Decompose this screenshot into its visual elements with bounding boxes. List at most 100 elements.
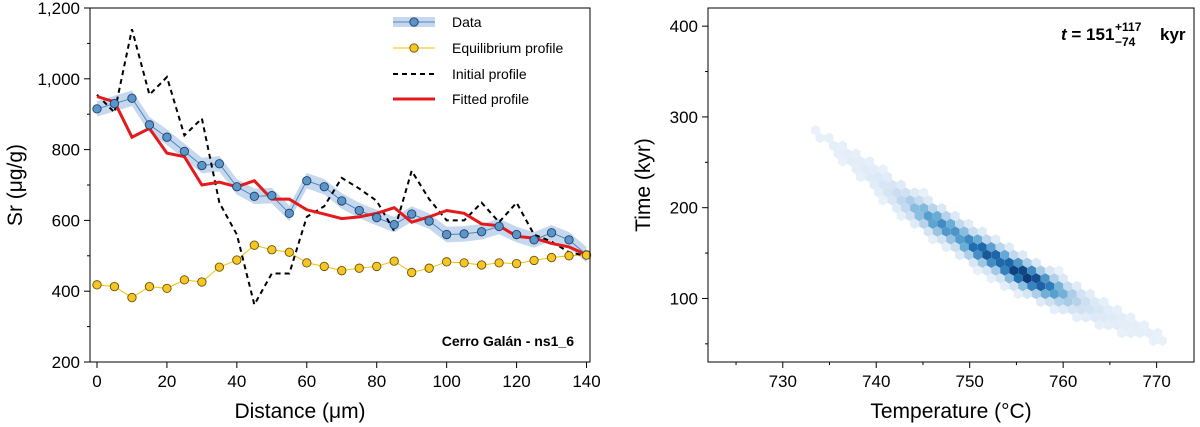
right-y-tick-label: 300 [670,108,698,127]
data-point [511,229,522,240]
hexbin-cell [977,257,987,268]
hexbin-cell [1049,288,1059,300]
svg-text:t = 151: t = 151 [1061,25,1114,44]
hexbin-cell [883,171,893,183]
hexbin-cell [1117,327,1127,339]
hexbin-cell [874,187,884,198]
timescale-upper-error: +117 [1115,20,1142,34]
hexbin-cell [824,132,834,144]
data-point [319,182,329,192]
left-x-tick-label: 0 [92,372,101,391]
left-y-tick-label: 800 [52,141,80,160]
hexbin-cell [986,273,996,284]
hexbin-cell [1027,281,1037,292]
hexbin-cell [842,148,852,159]
left-y-tick-label: 1,200 [37,0,80,18]
hexbin-cell [892,203,902,214]
right-y-tick-label: 200 [670,199,698,218]
equilibrium-point [476,260,487,270]
hexbin-cell [964,249,974,261]
hexbin-cell [833,148,843,159]
hexbin-cell [995,257,1005,268]
hexbin-cell [887,195,897,206]
hexbin-cell [1099,296,1109,307]
hexbin-cell [950,226,960,237]
data-point [337,196,347,206]
timescale-annotation: t = 151 +117 −74 kyr [1061,20,1186,49]
hexbin-cell [1004,273,1014,284]
data-point [92,104,102,114]
data-band [96,90,587,263]
hexbin-cell [865,156,875,167]
data-point [232,182,242,192]
hexbin-cell [1072,296,1082,307]
timescale-unit: kyr [1160,25,1186,44]
equilibrium-point [319,261,329,272]
right-x-tick-label: 760 [1049,372,1077,391]
hexbin-cell [919,203,929,214]
equilibrium-point [494,258,504,268]
hexbin-cell [1013,257,1023,268]
data-point [564,235,574,245]
hexbin-cell [1040,288,1050,300]
hexbin-cell [869,179,879,190]
hexbin-cell [950,242,960,253]
hexbin-cell [1049,304,1059,315]
timescale-symbol: t [1061,25,1068,44]
hexbin-cell [1094,320,1104,331]
hexbin-cell [901,187,911,198]
hexbin-cell [1058,288,1068,300]
hexbin-cell [1004,242,1014,253]
hexbin-cell [982,249,992,261]
hexbin-cell [919,187,929,198]
hexbin-cell [1139,320,1149,331]
equilibrium-point [109,281,120,292]
hexbin-cell [1018,281,1028,292]
legend: Data Equilibrium profile Initial profile Fi… [393,14,563,107]
data-point [144,120,155,130]
hexbin-cell [1157,335,1167,346]
hexbin-cell [959,242,969,253]
hexbin-cell [1018,249,1028,261]
hexbin-cell [986,242,996,253]
equilibrium-point [179,275,190,285]
data-point [302,176,312,186]
hexbin-cell [1036,296,1046,307]
hexbin-cell [946,234,956,245]
left-x-tick-label: 20 [157,372,176,391]
data-point [494,221,504,232]
hexbin-cell [995,242,1005,253]
hexbin-cell [1121,320,1131,331]
equilibrium-point [92,280,102,290]
hexbin-cell [995,273,1005,284]
hexbin-cell [1063,296,1073,307]
hexbin-cell [982,234,992,245]
hexbin-cell [1085,304,1095,315]
hexbin-cell [1126,312,1136,323]
hexbin-cell [932,226,942,237]
hexbin-cell [1013,288,1023,300]
left-x-tick-label: 100 [432,372,460,391]
hexbin-cell [1009,265,1019,276]
hexbin-cell [815,132,825,144]
hexbin-cell [883,187,893,198]
legend-label: Initial profile [452,66,527,82]
hexbin-cell [1081,312,1091,323]
left-y-tick-label: 400 [52,282,80,301]
left-x-tick-label: 140 [572,372,600,391]
legend-label: Fitted profile [452,91,529,107]
data-uncertainty-band [96,90,587,263]
equilibrium-point [372,261,382,272]
data-point [389,219,399,230]
right-x-ticks: 730 740 750 760 770 [735,362,1171,391]
hexbin-cell [896,195,906,206]
right-x-tick-label: 770 [1142,372,1170,391]
equilibrium-point [459,258,469,268]
hexbin-cell [1067,304,1077,315]
left-x-tick-label: 40 [227,372,246,391]
hexbin-cell [982,265,992,276]
equilibrium-point [389,256,399,266]
hexbin-cell [1031,273,1041,284]
data-point [109,98,120,109]
hexbin-cell [878,195,888,206]
